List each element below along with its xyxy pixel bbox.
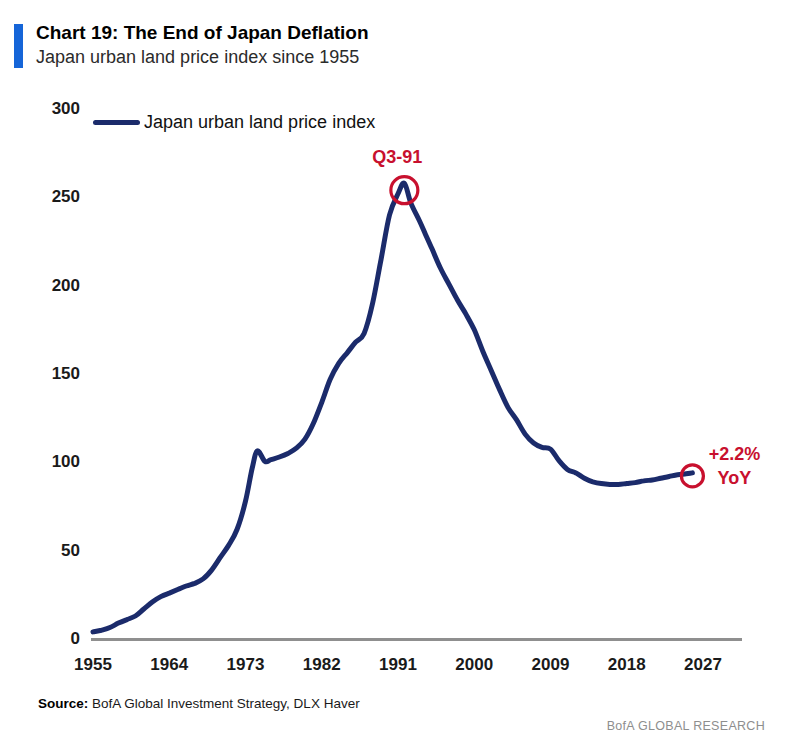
source-line: Source: BofA Global Investment Strategy,… xyxy=(38,696,360,711)
x-tick-label: 2018 xyxy=(595,655,659,675)
end-annotation-label: +2.2% YoY xyxy=(703,442,765,490)
end-annotation-unit: YoY xyxy=(703,466,765,490)
x-tick-label: 1982 xyxy=(290,655,354,675)
price-line xyxy=(93,183,692,632)
y-tick-label: 0 xyxy=(0,629,80,649)
legend: Japan urban land price index xyxy=(93,111,375,133)
source-text: BofA Global Investment Strategy, DLX Hav… xyxy=(88,696,359,711)
x-tick-label: 1964 xyxy=(137,655,201,675)
x-tick-label: 1955 xyxy=(61,655,125,675)
y-tick-label: 100 xyxy=(0,452,80,472)
y-tick-label: 200 xyxy=(0,276,80,296)
source-prefix: Source: xyxy=(38,696,88,711)
x-tick-label: 1991 xyxy=(366,655,430,675)
y-tick-label: 250 xyxy=(0,187,80,207)
peak-annotation-label: Q3-91 xyxy=(349,147,445,168)
legend-label: Japan urban land price index xyxy=(144,112,375,133)
y-tick-label: 150 xyxy=(0,364,80,384)
y-tick-label: 300 xyxy=(0,99,80,119)
y-tick-label: 50 xyxy=(0,541,80,561)
legend-line-swatch xyxy=(93,120,140,125)
x-tick-label: 2009 xyxy=(519,655,583,675)
x-tick-label: 2000 xyxy=(442,655,506,675)
x-tick-label: 1973 xyxy=(214,655,278,675)
end-annotation-value: +2.2% xyxy=(703,442,765,466)
branding-text: BofA GLOBAL RESEARCH xyxy=(607,719,765,733)
x-tick-label: 2027 xyxy=(671,655,735,675)
